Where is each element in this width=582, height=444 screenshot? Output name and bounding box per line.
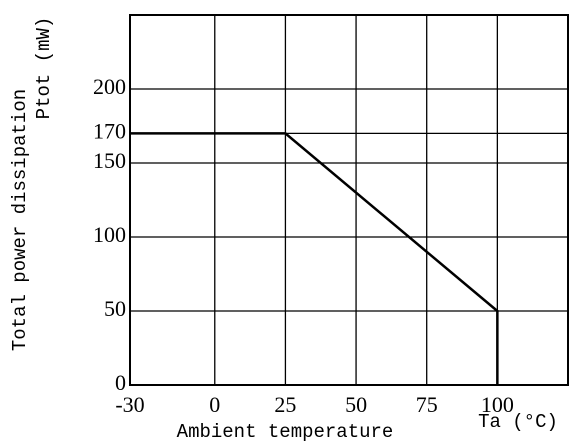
y-tick-label: 0 [115,370,126,395]
data-line [130,132,499,385]
y-tick-label: 170 [93,118,126,143]
x-tick-label: 100 [481,392,514,417]
y-tick-label: 100 [93,222,126,247]
x-tick-label: -30 [115,392,144,417]
y-tick-label: 150 [93,148,126,173]
x-axis-unit: Ta (°C) [478,411,558,433]
y-tick-label: 50 [104,296,126,321]
y-tick-label: 200 [93,74,126,99]
x-tick-label: 50 [345,392,367,417]
y-axis-label: Total power dissipation [9,89,31,351]
x-axis-label: Ambient temperature [177,421,394,443]
plot-frame [129,14,569,386]
x-tick-label: 75 [416,392,438,417]
x-tick-label: 0 [209,392,220,417]
y-axis-unit: Ptot (mW) [33,17,55,120]
x-tick-label: 25 [274,392,296,417]
